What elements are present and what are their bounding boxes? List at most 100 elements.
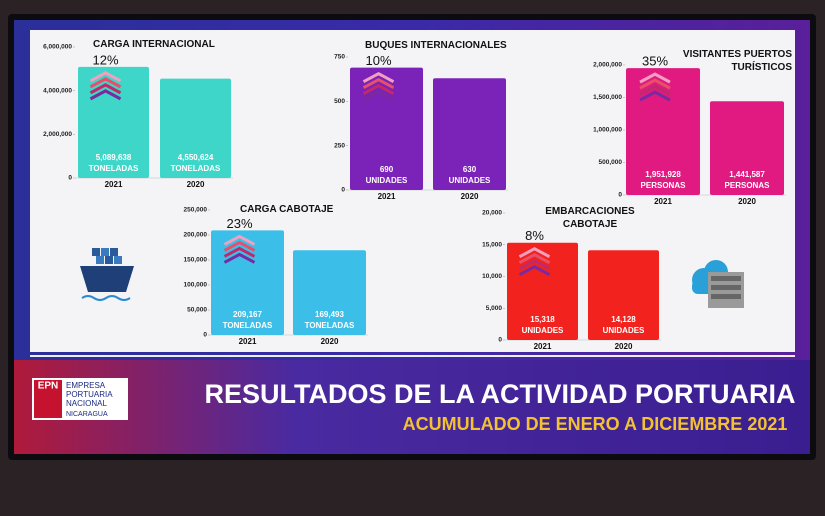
footer-subtitle: ACUMULADO DE ENERO A DICIEMBRE 2021 — [403, 414, 788, 434]
growth-chevron — [89, 71, 122, 83]
unit-label: TONELADAS — [305, 321, 355, 330]
value-label: 15,318 — [530, 315, 555, 324]
growth-chevron — [518, 259, 551, 271]
logo-line: EMPRESA — [66, 381, 106, 390]
logo-acronym: EPN — [38, 381, 59, 392]
value-label: 169,493 — [315, 310, 344, 319]
growth-chevron — [89, 83, 122, 95]
change-label: 23% — [226, 216, 252, 231]
growth-chevron — [223, 252, 256, 264]
y-tick-label: 200,000 — [184, 232, 208, 239]
chart-title-box: EMBARCACIONES CABOTAJE — [545, 206, 635, 230]
value-label: 690 — [380, 165, 394, 174]
y-tick-label: 2,000,000 — [43, 131, 72, 138]
y-tick-label: 0 — [203, 332, 207, 339]
unit-label: PERSONAS — [641, 181, 687, 190]
unit-label: UNIDADES — [522, 326, 564, 335]
y-tick-label: 0 — [618, 192, 622, 199]
value-label: 209,167 — [233, 310, 262, 319]
unit-label: TONELADAS — [171, 164, 221, 173]
y-tick-label: 750 — [334, 54, 345, 61]
growth-chevron — [639, 78, 671, 90]
growth-chevron — [362, 77, 395, 89]
change-label: 8% — [525, 228, 544, 243]
growth-chevron — [639, 72, 671, 84]
chart-title: CARGA INTERNACIONAL — [93, 39, 215, 50]
change-label: 12% — [92, 52, 118, 67]
value-label: 4,550,624 — [178, 153, 214, 162]
logo-line: NACIONAL — [66, 399, 107, 408]
growth-chevron — [362, 89, 395, 101]
growth-chevron — [518, 265, 551, 277]
growth-chevron — [223, 246, 256, 258]
x-tick-label: 2020 — [321, 337, 339, 346]
growth-chevron — [89, 77, 122, 89]
y-tick-label: 4,000,000 — [43, 87, 72, 94]
y-tick-label: 1,500,000 — [593, 94, 622, 101]
logo-line: NICARAGUA — [66, 411, 108, 418]
x-tick-label: 2020 — [187, 180, 205, 189]
chart-title: EMBARCACIONES CABOTAJE — [545, 206, 635, 230]
y-tick-label: 500 — [334, 98, 345, 105]
unit-label: PERSONAS — [725, 181, 771, 190]
y-tick-label: 100,000 — [184, 282, 208, 289]
x-tick-label: 2021 — [378, 192, 396, 201]
chart-title: BUQUES INTERNACIONALES — [365, 40, 507, 51]
growth-chevron — [639, 90, 671, 102]
footer-band — [14, 360, 810, 454]
x-tick-label: 2020 — [461, 192, 479, 201]
value-label: 14,128 — [611, 315, 636, 324]
value-label: 1,441,587 — [729, 170, 765, 179]
value-label: 5,089,638 — [96, 153, 132, 162]
y-tick-label: 0 — [498, 337, 502, 344]
y-tick-label: 50,000 — [187, 307, 207, 314]
y-tick-label: 20,000 — [482, 210, 502, 217]
bar — [710, 101, 784, 195]
unit-label: UNIDADES — [449, 176, 491, 185]
value-label: 630 — [463, 165, 477, 174]
y-tick-label: 6,000,000 — [43, 44, 72, 51]
growth-chevron — [639, 84, 671, 96]
chart-title: CARGA CABOTAJE — [240, 204, 334, 215]
chart-title-box: VISITANTES PUERTOS TURÍSTICOS — [683, 49, 792, 73]
ship-icon — [80, 248, 134, 301]
y-tick-label: 10,000 — [482, 273, 502, 280]
y-tick-label: 150,000 — [184, 257, 208, 264]
x-tick-label: 2021 — [534, 342, 552, 351]
growth-chevron — [362, 71, 395, 83]
change-label: 35% — [642, 54, 668, 69]
chart-title-box: BUQUES INTERNACIONALES — [365, 40, 507, 51]
unit-label: TONELADAS — [223, 321, 273, 330]
footer-title: RESULTADOS DE LA ACTIVIDAD PORTUARIA — [205, 379, 796, 409]
x-tick-label: 2021 — [105, 180, 123, 189]
unit-label: UNIDADES — [366, 176, 408, 185]
change-label: 10% — [365, 53, 391, 68]
growth-chevron — [223, 240, 256, 252]
bar — [433, 78, 506, 190]
x-tick-label: 2021 — [239, 337, 257, 346]
y-tick-label: 0 — [68, 175, 72, 182]
bar — [293, 250, 366, 335]
growth-chevron — [518, 247, 551, 259]
logo-mark — [34, 380, 62, 418]
y-tick-label: 250,000 — [184, 207, 208, 214]
y-tick-label: 0 — [341, 187, 345, 194]
x-tick-label: 2020 — [615, 342, 633, 351]
y-tick-label: 5,000 — [486, 305, 503, 312]
y-tick-label: 2,000,000 — [593, 62, 622, 69]
growth-chevron — [89, 89, 122, 101]
cloud-icon — [692, 260, 744, 308]
growth-chevron — [223, 234, 256, 246]
x-tick-label: 2020 — [738, 197, 756, 206]
growth-chevron — [518, 253, 551, 265]
chart-title-box: CARGA INTERNACIONAL — [93, 39, 215, 50]
y-tick-label: 15,000 — [482, 241, 502, 248]
value-label: 1,951,928 — [645, 170, 681, 179]
bar — [626, 68, 700, 195]
growth-chevron — [362, 83, 395, 95]
bar — [160, 78, 231, 178]
unit-label: UNIDADES — [603, 326, 645, 335]
bar — [211, 230, 284, 335]
logo-line: PORTUARIA — [66, 390, 113, 399]
